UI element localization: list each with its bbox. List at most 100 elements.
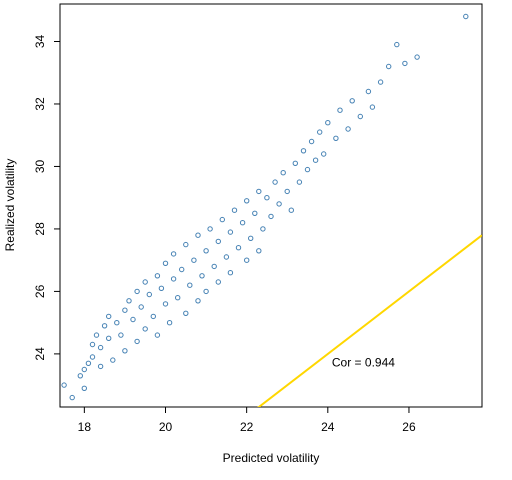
x-axis: 18 20 22 24 26	[78, 407, 416, 434]
data-point	[170, 251, 177, 257]
data-point	[345, 126, 351, 132]
data-point	[365, 88, 372, 95]
data-point	[114, 320, 120, 326]
data-point	[175, 295, 181, 301]
correlation-annotation: Cor = 0.944	[332, 355, 395, 369]
data-point	[223, 254, 230, 260]
x-tick-label: 22	[240, 420, 254, 434]
data-point	[122, 348, 128, 354]
data-point	[264, 195, 270, 201]
data-point	[183, 241, 189, 248]
data-point	[357, 113, 363, 120]
data-point	[292, 160, 298, 167]
reference-line	[257, 234, 482, 407]
data-point	[463, 13, 469, 20]
data-point	[97, 344, 104, 351]
data-point	[321, 151, 327, 157]
data-point	[227, 229, 234, 235]
data-point	[394, 41, 400, 48]
data-point	[284, 188, 290, 195]
plot-frame	[59, 3, 483, 408]
data-point	[199, 273, 205, 279]
data-point	[235, 245, 242, 251]
data-point	[166, 320, 173, 326]
data-point	[317, 129, 323, 135]
data-point	[142, 326, 148, 332]
data-point	[207, 226, 213, 232]
x-tick-label: 24	[321, 420, 335, 434]
data-point	[195, 298, 201, 304]
data-point	[154, 332, 161, 338]
data-point	[349, 98, 355, 104]
data-point	[146, 291, 153, 298]
data-point	[183, 310, 189, 316]
y-tick-label: 30	[33, 159, 47, 173]
data-point	[312, 157, 319, 163]
data-point	[325, 120, 331, 126]
data-point	[402, 60, 408, 67]
data-point	[272, 179, 278, 185]
data-point	[300, 148, 307, 154]
data-point	[118, 332, 124, 338]
data-point	[170, 276, 177, 282]
data-point	[138, 304, 144, 310]
data-point	[239, 220, 246, 226]
x-tick-label: 26	[402, 420, 416, 434]
data-point	[130, 316, 136, 323]
data-point	[215, 279, 222, 285]
points-layer	[61, 13, 469, 401]
data-point	[256, 188, 262, 195]
data-point	[142, 279, 148, 285]
data-point	[106, 335, 112, 341]
y-tick-label: 34	[33, 34, 47, 48]
data-point	[89, 341, 96, 348]
data-point	[377, 79, 384, 85]
data-point	[89, 354, 96, 360]
data-point	[231, 207, 238, 213]
data-point	[191, 257, 197, 263]
data-point	[77, 373, 84, 379]
data-point	[187, 282, 193, 288]
data-point	[260, 226, 266, 232]
data-point	[126, 298, 132, 304]
data-point	[61, 382, 67, 388]
data-point	[195, 232, 201, 238]
data-point	[69, 394, 75, 401]
data-point	[134, 288, 140, 295]
data-point	[110, 357, 116, 363]
data-point	[93, 332, 100, 338]
y-axis: 24 26 28 30 32 34	[33, 34, 60, 361]
data-point	[106, 313, 112, 320]
x-axis-label: Predicted volatility	[223, 451, 320, 465]
data-point	[414, 54, 420, 60]
data-point	[244, 257, 250, 263]
data-point	[244, 198, 250, 204]
data-point	[248, 235, 254, 242]
data-point	[122, 307, 128, 313]
data-point	[215, 238, 222, 245]
data-point	[162, 301, 169, 307]
data-point	[280, 170, 286, 176]
data-point	[304, 166, 311, 173]
x-tick-label: 18	[78, 420, 92, 434]
data-point	[333, 135, 339, 142]
data-point	[337, 107, 343, 113]
data-point	[203, 288, 209, 295]
data-point	[386, 63, 392, 70]
data-point	[308, 138, 315, 145]
reference-line-layer	[257, 234, 482, 407]
data-point	[85, 360, 92, 366]
y-tick-label: 26	[33, 284, 47, 298]
data-point	[288, 207, 294, 213]
y-tick-label: 28	[33, 222, 47, 236]
data-point	[219, 216, 226, 223]
data-point	[268, 213, 274, 220]
data-point	[211, 263, 217, 270]
data-point	[256, 248, 262, 254]
data-point	[81, 385, 88, 391]
x-tick-label: 20	[159, 420, 173, 434]
data-point	[252, 210, 258, 217]
data-point	[296, 179, 303, 185]
